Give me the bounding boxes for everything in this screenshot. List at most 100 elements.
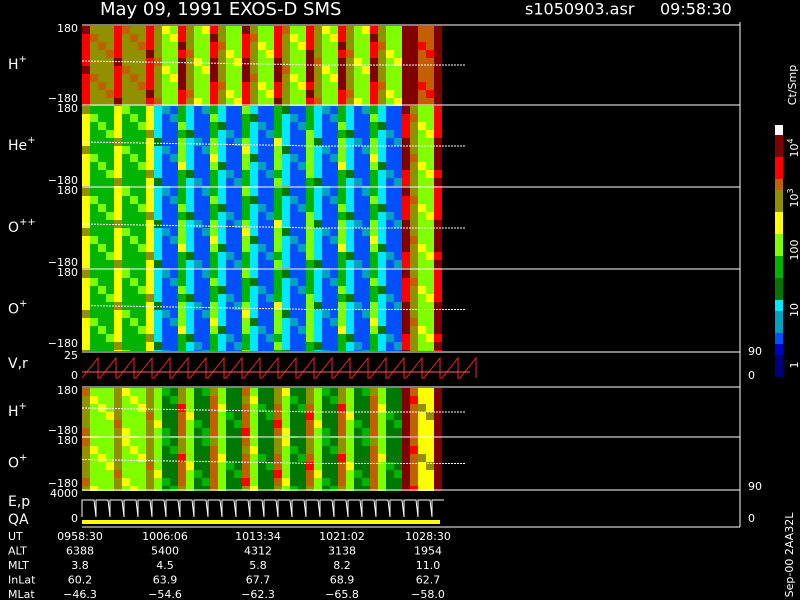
spectrogram-cell bbox=[194, 26, 202, 34]
spectrogram-cell bbox=[426, 50, 434, 58]
spectrogram-cell bbox=[410, 236, 418, 244]
spectrogram-cell bbox=[282, 446, 290, 454]
spectrogram-cell bbox=[90, 478, 98, 486]
spectrogram-cell bbox=[330, 122, 338, 130]
spectrogram-cell bbox=[114, 236, 122, 244]
spectrogram-cell bbox=[114, 270, 122, 278]
spectrogram-cell bbox=[410, 74, 418, 82]
spectrogram-cell bbox=[346, 178, 354, 186]
spectrogram-cell bbox=[242, 146, 250, 154]
spectrogram-cell bbox=[82, 154, 90, 162]
spectrogram-cell bbox=[298, 342, 306, 350]
spectrogram-cell bbox=[146, 146, 154, 154]
spectrogram-cell bbox=[314, 66, 322, 74]
spectrogram-cell bbox=[402, 486, 410, 491]
spectrogram-cell bbox=[138, 114, 146, 122]
spectrogram-cell bbox=[418, 334, 426, 342]
spectrogram-cell bbox=[322, 404, 330, 412]
spectrogram-cell bbox=[122, 334, 130, 342]
spectrogram-cell bbox=[370, 350, 378, 351]
spectrogram-cell bbox=[274, 412, 282, 420]
energy-trace bbox=[81, 499, 444, 518]
spectrogram-cell bbox=[242, 252, 250, 260]
label-sup: + bbox=[19, 401, 27, 412]
spectrogram-cell bbox=[306, 66, 314, 74]
spectrogram-cell bbox=[106, 154, 114, 162]
spectrogram-cell bbox=[266, 428, 274, 436]
spectrogram-cell bbox=[362, 154, 370, 162]
spectrogram-cell bbox=[402, 412, 410, 420]
spectrogram-cell bbox=[98, 446, 106, 454]
spectrogram-cell bbox=[234, 58, 242, 66]
colorbar-cell bbox=[775, 333, 783, 344]
spectrogram-cell bbox=[282, 106, 290, 114]
spectrogram-cell bbox=[162, 318, 170, 326]
spectrogram-cell bbox=[234, 34, 242, 42]
spectrogram-cell bbox=[298, 74, 306, 82]
spectrogram-cell bbox=[426, 154, 434, 162]
spectrogram-cell bbox=[154, 438, 162, 446]
spectrogram-cell bbox=[194, 146, 202, 154]
spectrogram-cell bbox=[290, 478, 298, 486]
spectrogram-cell bbox=[362, 170, 370, 178]
spectrogram-cell bbox=[210, 404, 218, 412]
spectrogram-cell bbox=[274, 138, 282, 146]
spectrogram-cell bbox=[402, 438, 410, 446]
spectrogram-cell bbox=[370, 50, 378, 58]
spectrogram-cell bbox=[98, 50, 106, 58]
spectrogram-cell bbox=[298, 90, 306, 98]
spectrogram-cell bbox=[186, 396, 194, 404]
spectrogram-cell bbox=[138, 98, 146, 106]
spectrogram-cell bbox=[258, 342, 266, 350]
spectrogram-cell bbox=[234, 388, 242, 396]
spectrogram-cell bbox=[98, 318, 106, 326]
spectrogram-cell bbox=[226, 326, 234, 334]
spectrogram-cell bbox=[354, 260, 362, 268]
spectrogram-cell bbox=[146, 252, 154, 260]
spectrogram-cell bbox=[98, 212, 106, 220]
spectrogram-cell bbox=[266, 302, 274, 310]
spectrogram-cell bbox=[306, 342, 314, 350]
spectrogram-cell bbox=[274, 462, 282, 470]
spectrogram-cell bbox=[362, 220, 370, 228]
spectrogram-cell bbox=[274, 212, 282, 220]
spectrogram-cell bbox=[274, 98, 282, 106]
spectrogram-cell bbox=[170, 470, 178, 478]
spectrogram-cell bbox=[186, 138, 194, 146]
spectrogram-cell bbox=[266, 412, 274, 420]
spectrogram-cell bbox=[346, 342, 354, 350]
spectrogram-cell bbox=[378, 146, 386, 154]
spectrogram-cell bbox=[202, 228, 210, 236]
spectrogram-cell bbox=[162, 396, 170, 404]
spectrogram-cell bbox=[298, 270, 306, 278]
spectrogram-cell bbox=[114, 196, 122, 204]
spectrogram-cell bbox=[314, 278, 322, 286]
spectrogram-cell bbox=[162, 188, 170, 196]
spectrogram-cell bbox=[266, 350, 274, 351]
spectrogram-cell bbox=[362, 188, 370, 196]
spectrogram-cell bbox=[234, 478, 242, 486]
spectrogram-cell bbox=[338, 486, 346, 491]
spectrogram-cell bbox=[274, 252, 282, 260]
spectrogram-cell bbox=[234, 470, 242, 478]
spectrogram-cell bbox=[186, 286, 194, 294]
spectrogram-cell bbox=[106, 34, 114, 42]
colorbar-label: 100 bbox=[788, 240, 800, 261]
spectrogram-cell bbox=[186, 212, 194, 220]
spectrogram-cell bbox=[250, 34, 258, 42]
spectrogram-cell bbox=[282, 438, 290, 446]
spectrogram-cell bbox=[426, 42, 434, 50]
spectrogram-cell bbox=[266, 122, 274, 130]
spectrogram-cell bbox=[154, 130, 162, 138]
spectrogram-cell bbox=[234, 428, 242, 436]
spectrogram-cell bbox=[330, 428, 338, 436]
spectrogram-cell bbox=[330, 90, 338, 98]
spectrogram-cell bbox=[194, 66, 202, 74]
spectrogram-cell bbox=[130, 428, 138, 436]
spectrogram-cell bbox=[354, 220, 362, 228]
spectrogram-cell bbox=[370, 252, 378, 260]
spectrogram-cell bbox=[386, 74, 394, 82]
footer-value: 60.2 bbox=[68, 574, 93, 587]
spectrogram-cell bbox=[162, 438, 170, 446]
spectrogram-cell bbox=[202, 130, 210, 138]
